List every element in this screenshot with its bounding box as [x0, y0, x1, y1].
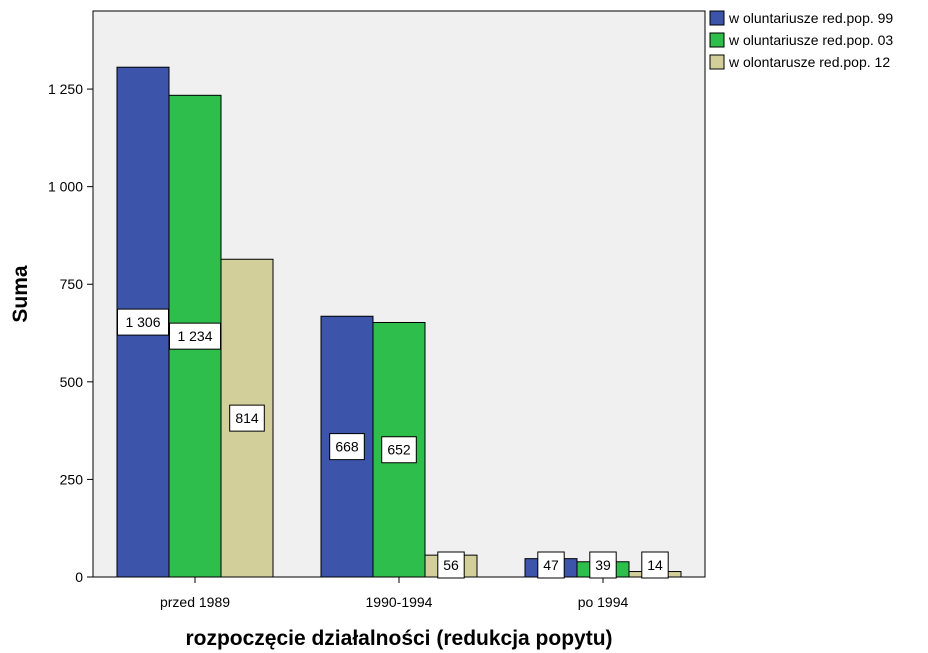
y-tick-label: 250 [60, 471, 84, 487]
y-tick-label: 0 [75, 569, 83, 585]
y-axis-title: Suma [9, 265, 32, 323]
data-label: 652 [387, 442, 411, 458]
x-axis: przed 1989 1990-1994 po 1994 [160, 577, 629, 610]
y-tick-label: 500 [60, 374, 84, 390]
data-label: 14 [647, 557, 663, 573]
x-axis-title: rozpoczęcie działalności (redukcja popyt… [185, 627, 612, 650]
y-axis: 0 250 500 750 1 000 1 250 [48, 81, 93, 585]
legend-swatch [710, 11, 724, 25]
legend-swatch [710, 33, 724, 47]
legend-swatch [710, 55, 724, 69]
data-label: 39 [595, 557, 611, 573]
y-tick-label: 750 [60, 276, 84, 292]
data-label: 814 [235, 410, 259, 426]
x-tick-label: po 1994 [578, 594, 629, 610]
x-tick-label: przed 1989 [160, 594, 230, 610]
legend-label: w oluntariusze red.pop. 03 [728, 32, 893, 48]
y-tick-label: 1 250 [48, 81, 83, 97]
y-tick-label: 1 000 [48, 179, 83, 195]
legend: w oluntariusze red.pop. 99 w oluntariusze… [710, 10, 893, 70]
data-label: 56 [443, 557, 459, 573]
legend-label: w oluntariusze red.pop. 99 [728, 10, 893, 26]
data-label: 668 [335, 439, 359, 455]
x-tick-label: 1990-1994 [366, 594, 433, 610]
legend-label: w olontarusze red.pop. 12 [728, 54, 890, 70]
data-label: 47 [543, 557, 559, 573]
data-label: 1 234 [177, 328, 212, 344]
data-label: 1 306 [125, 314, 160, 330]
